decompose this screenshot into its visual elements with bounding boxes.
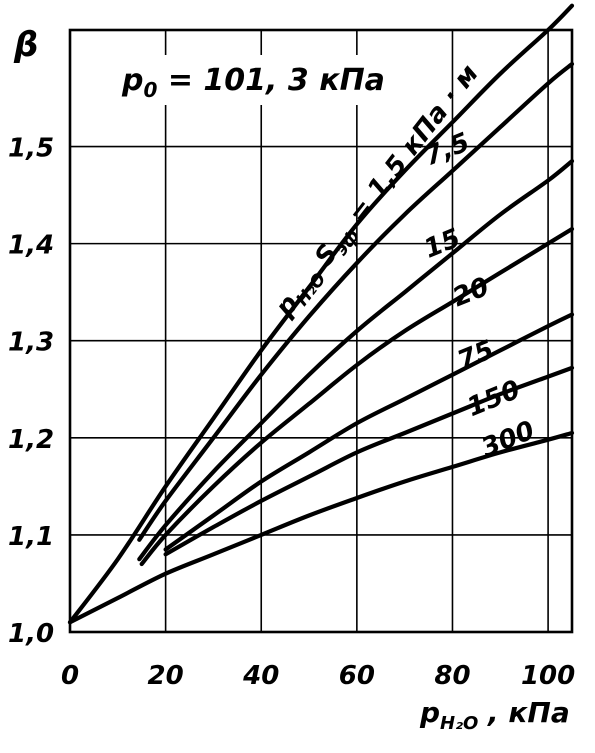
condition-rest: = 101, 3 кПа — [157, 63, 385, 98]
condition-box — [110, 55, 380, 105]
condition-sub: 0 — [143, 78, 157, 102]
y-tick-label-2: 1,2 — [8, 425, 54, 455]
series-line-1 — [137, 61, 575, 542]
series-label-2: 20 — [449, 272, 494, 313]
x-axis-sub: H₂O — [440, 713, 478, 734]
chart-curves — [67, 3, 575, 625]
y-tick-label-5: 1,5 — [8, 134, 54, 164]
x-tick-label-5: 100 — [521, 661, 575, 691]
series-label-5: 300 — [477, 416, 539, 464]
x-axis-main: p — [419, 696, 440, 729]
condition-main: p — [121, 63, 143, 98]
chart-ticks: 0 20 40 60 80 100 1,0 1,1 1,2 1,3 1,4 1,5 — [8, 134, 575, 691]
y-tick-label-1: 1,1 — [8, 522, 54, 552]
x-axis-label: pH₂O , кПа — [419, 696, 570, 734]
series-line-2 — [137, 159, 575, 562]
x-axis-unit: , кПа — [478, 696, 569, 729]
x-tick-label-2: 40 — [242, 661, 279, 691]
condition-label: p0 = 101, 3 кПа — [121, 63, 385, 102]
series-line-4 — [163, 312, 575, 552]
series-label-1: 15 — [420, 223, 465, 264]
y-tick-label-3: 1,3 — [8, 328, 54, 358]
plot-frame — [68, 28, 574, 634]
x-tick-label-0: 0 — [61, 661, 79, 691]
series-line-3 — [139, 226, 575, 567]
chart-grid — [70, 30, 572, 632]
x-tick-label-3: 60 — [339, 661, 375, 691]
y-axis-label: β — [13, 25, 38, 65]
y-tick-label-4: 1,4 — [8, 231, 54, 261]
series-line-6 — [67, 430, 575, 625]
y-tick-label-0: 1,0 — [8, 619, 54, 649]
series-line-0 — [67, 3, 575, 625]
series-line-5 — [163, 365, 575, 557]
x-tick-label-1: 20 — [148, 661, 184, 691]
x-tick-label-4: 80 — [434, 661, 470, 691]
series-label-4: 150 — [463, 375, 525, 423]
